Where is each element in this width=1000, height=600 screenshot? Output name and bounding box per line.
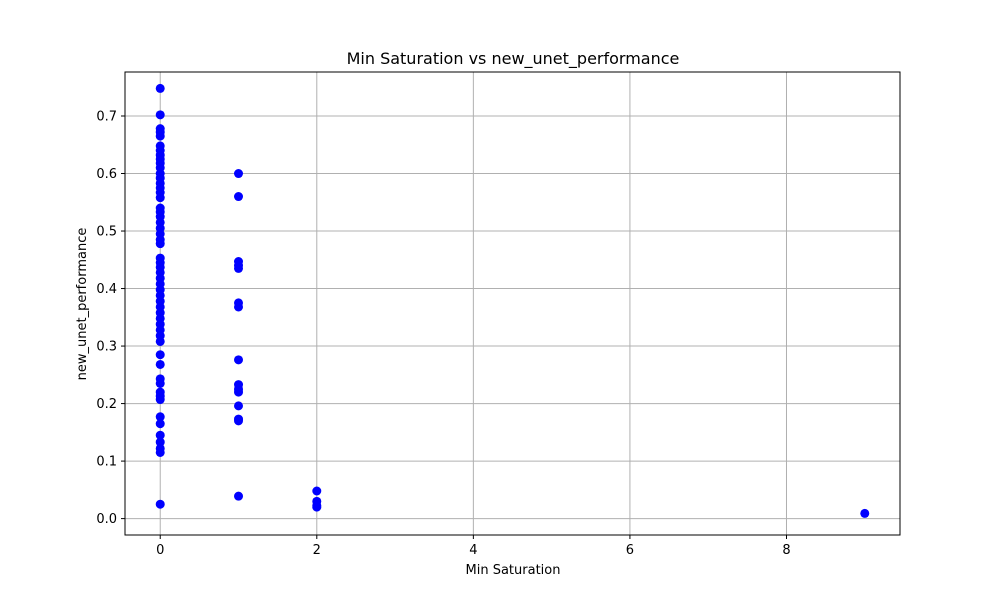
data-point — [155, 131, 165, 141]
data-point — [155, 395, 165, 405]
plot-frame — [124, 71, 901, 536]
y-tick-label: 0.2 — [96, 397, 117, 412]
x-axis-label: Min Saturation — [466, 563, 561, 578]
x-tick-label: 4 — [469, 543, 477, 558]
data-point — [234, 387, 244, 397]
data-point — [155, 336, 165, 346]
data-point — [860, 508, 870, 518]
x-tick-label: 0 — [156, 543, 164, 558]
y-tick-label: 0.5 — [96, 225, 117, 240]
data-point — [155, 193, 165, 203]
y-axis-label: new_unet_performance — [75, 228, 90, 381]
axis-ticks: 0 2 4 6 8 0.0 0.1 0.2 0.3 0.4 0.5 0.6 0.7 — [96, 109, 790, 558]
data-point — [155, 419, 165, 429]
data-point — [234, 192, 244, 202]
data-point — [155, 447, 165, 457]
y-tick-label: 0.4 — [96, 282, 117, 297]
chart-title: Min Saturation vs new_unet_performance — [347, 49, 680, 69]
gridlines — [125, 72, 900, 535]
data-point — [155, 499, 165, 509]
data-point — [155, 110, 165, 120]
x-tick-label: 8 — [782, 543, 790, 558]
y-tick-label: 0.0 — [96, 512, 117, 527]
data-point — [234, 169, 244, 179]
data-point — [155, 437, 165, 447]
y-tick-label: 0.7 — [96, 109, 117, 124]
x-tick-label: 6 — [626, 543, 634, 558]
data-point — [234, 401, 244, 411]
y-tick-label: 0.1 — [96, 455, 117, 470]
data-point — [234, 263, 244, 273]
data-point — [155, 239, 165, 249]
data-point — [234, 302, 244, 312]
y-tick-label: 0.3 — [96, 340, 117, 355]
data-points — [155, 83, 870, 518]
y-tick-label: 0.6 — [96, 167, 117, 182]
data-point — [155, 350, 165, 360]
data-point — [312, 486, 322, 496]
data-point — [155, 83, 165, 93]
data-point — [312, 502, 322, 512]
data-point — [234, 491, 244, 501]
data-point — [234, 416, 244, 426]
x-tick-label: 2 — [313, 543, 321, 558]
data-point — [155, 378, 165, 388]
data-point — [155, 412, 165, 422]
data-point — [155, 359, 165, 369]
data-point — [234, 355, 244, 365]
data-point — [155, 430, 165, 440]
